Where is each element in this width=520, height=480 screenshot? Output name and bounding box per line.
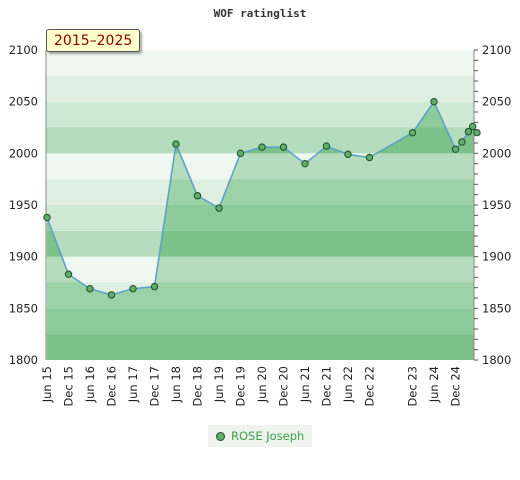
x-tick-label: Dec 21 [320,366,334,407]
period-badge-label: 2015–2025 [54,32,133,49]
x-tick-label: Jun 16 [83,366,97,403]
data-point[interactable] [301,159,309,168]
series-rose-joseph [43,97,481,299]
x-tick-label: Dec 17 [148,366,162,407]
legend-marker-icon [216,431,225,441]
x-tick-label: Dec 20 [277,366,291,407]
data-point[interactable] [322,142,331,150]
data-point[interactable] [451,145,460,153]
x-tick-label: Jun 22 [341,366,355,403]
data-point[interactable] [365,153,374,162]
band [46,50,474,76]
data-point[interactable] [473,128,481,137]
data-point[interactable] [86,285,94,293]
data-point[interactable] [279,143,288,151]
y-axis-left: 1800 1850 1900 1950 2000 2050 2100 [9,43,38,367]
y-tick-label-right: 1900 [482,250,511,264]
period-badge: 2015–2025 [46,29,141,52]
y-tick-label: 1800 [9,353,38,367]
y-tick-label-right: 2100 [482,43,511,57]
data-point[interactable] [64,270,73,278]
y-tick-label-right: 2050 [482,95,511,109]
y-tick-label: 2100 [9,43,38,57]
x-tick-label: Jun 24 [427,366,441,403]
band [46,101,474,128]
data-point[interactable] [464,127,473,136]
x-tick-label: Dec 23 [406,366,420,407]
x-tick-label: Jun 19 [212,366,226,403]
fill-band [47,308,474,335]
y-tick-label: 1900 [9,250,38,264]
y-tick-label-right: 1950 [482,198,511,212]
data-point[interactable] [107,291,116,299]
x-tick-label: Jun 15 [40,366,54,403]
data-point[interactable] [408,128,417,137]
y-tick-label: 1950 [9,198,38,212]
data-point[interactable] [469,122,477,131]
data-point[interactable] [129,285,137,293]
x-tick-label: Dec 15 [62,366,76,407]
x-tick-label: Jun 18 [169,366,183,403]
data-point[interactable] [43,213,51,222]
data-point[interactable] [344,150,352,159]
y-tick-label-right: 1850 [482,301,511,315]
y-tick-label: 1850 [9,301,38,315]
chart-title: WOF ratinglist [214,7,307,20]
data-point[interactable] [258,143,266,151]
legend[interactable]: ROSE Joseph [208,425,313,447]
y-tick-label-right: 1800 [482,353,511,367]
data-point[interactable] [430,97,438,106]
x-tick-label: Dec 19 [234,366,248,407]
x-tick-label: Dec 22 [363,366,377,407]
x-tick-label: Jun 21 [298,366,312,403]
y-axis-right: 1800 1850 1900 1950 2000 2050 2100 [474,43,511,367]
x-tick-label: Dec 18 [191,366,205,407]
data-point[interactable] [236,149,245,158]
x-tick-label: Jun 20 [255,366,269,403]
data-point[interactable] [150,282,159,291]
data-point[interactable] [172,140,180,148]
fill-band [47,334,474,360]
legend-label: ROSE Joseph [231,429,305,443]
data-point[interactable] [215,204,223,212]
x-tick-label: Dec 16 [105,366,119,407]
band [46,75,474,102]
data-point[interactable] [458,138,466,146]
y-tick-label: 2050 [9,95,38,109]
data-point[interactable] [193,192,202,200]
x-tick-label: Jun 17 [126,366,140,403]
x-axis: Jun 15 Dec 15 Jun 16 Dec 16 Jun 17 Dec 17 Jun … [40,366,463,407]
y-tick-label: 2000 [9,146,38,160]
x-tick-label: Dec 24 [449,366,463,407]
y-tick-label-right: 2000 [482,146,511,160]
